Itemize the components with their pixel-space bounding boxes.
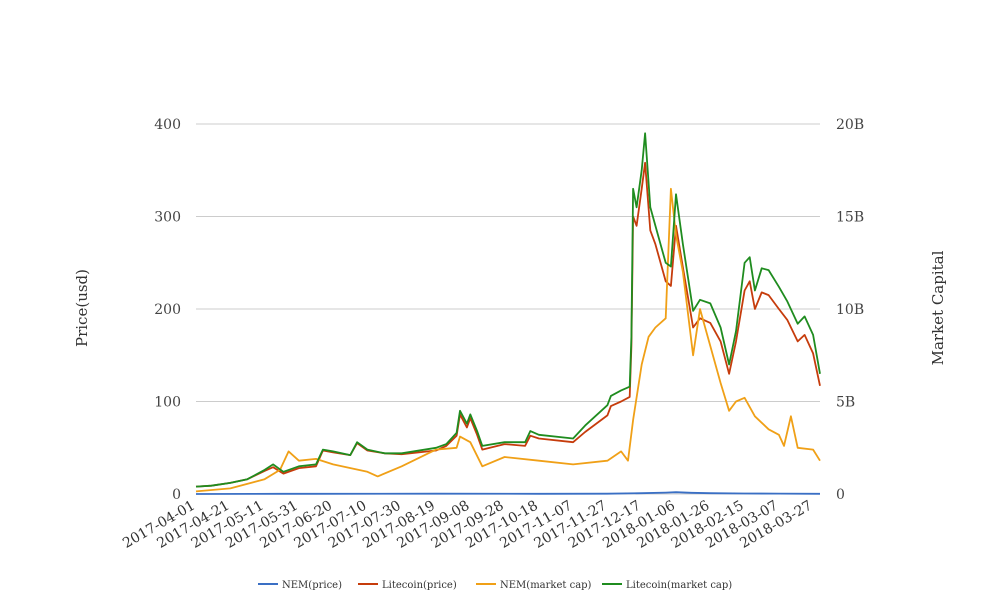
left-tick-label: 400 xyxy=(154,117,181,133)
series-line-nem-price xyxy=(195,491,821,495)
legend-label-litecoin-market-cap: Litecoin(market cap) xyxy=(626,580,732,591)
legend-label-nem-price: NEM(price) xyxy=(282,580,342,591)
left-tick-label: 300 xyxy=(154,210,181,226)
right-tick-label: 10B xyxy=(836,302,864,318)
right-tick-label: 5B xyxy=(836,395,855,411)
left-tick-label: 0 xyxy=(172,487,181,503)
legend-label-litecoin-price: Litecoin(price) xyxy=(382,580,457,591)
series-line-litecoin-price xyxy=(195,161,821,488)
right-axis-title: Market Capital xyxy=(929,250,947,365)
axes: 010020030040005B10B15B20B2017-04-012017-… xyxy=(120,117,864,552)
legend-label-nem-market-cap: NEM(market cap) xyxy=(500,580,592,591)
series-line-litecoin-market-cap xyxy=(195,132,821,488)
right-tick-label: 15B xyxy=(836,210,864,226)
right-tick-label: 20B xyxy=(836,117,864,133)
left-tick-label: 200 xyxy=(154,302,181,318)
gridlines xyxy=(196,123,820,495)
left-axis-title: Price(usd) xyxy=(73,269,91,347)
left-tick-label: 100 xyxy=(154,395,181,411)
legend: NEM(price) Litecoin(price) NEM(market cap)… xyxy=(258,580,732,591)
series-lines xyxy=(195,132,821,495)
series-line-nem-market-cap xyxy=(195,187,821,493)
right-tick-label: 0 xyxy=(836,487,845,503)
